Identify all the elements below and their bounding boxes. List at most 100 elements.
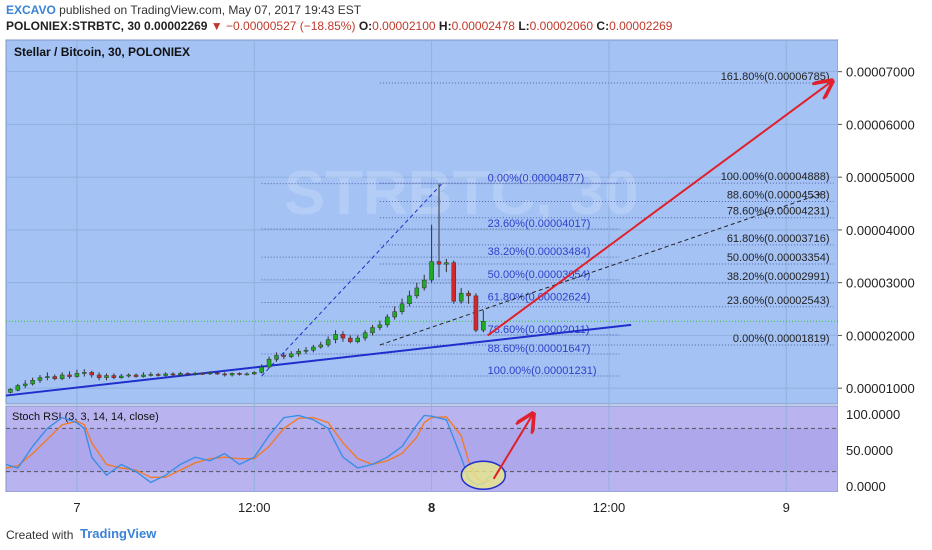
y-tick-label: 0.00005000 xyxy=(846,170,915,185)
candle-body xyxy=(348,337,353,343)
candle-body xyxy=(407,295,412,305)
fib-right-label: 78.60%(0.00004231) xyxy=(727,206,830,218)
x-tick-label: 9 xyxy=(783,500,790,515)
candle-body xyxy=(458,292,464,302)
fib-left-trend xyxy=(261,183,443,377)
candle-body xyxy=(451,262,457,302)
candle-body xyxy=(333,334,338,340)
candle-body xyxy=(481,320,486,331)
price-chart[interactable]: STRBTC, 30 Stellar / Bitcoin, 30, POLONIE… xyxy=(0,36,932,522)
candle-body xyxy=(222,373,227,376)
candle-body xyxy=(296,350,301,355)
fib-right-label: 38.20%(0.00002991) xyxy=(727,271,830,283)
high-label: H: xyxy=(438,19,452,33)
close-label: C: xyxy=(596,19,610,33)
candle-body xyxy=(288,353,294,357)
fib-left-label: 38.20%(0.00003484) xyxy=(488,246,591,258)
author-link[interactable]: EXCAVO xyxy=(6,3,56,17)
fib-left-label: 23.60%(0.00004017) xyxy=(488,218,591,230)
candle-body xyxy=(30,380,35,385)
open-label: O: xyxy=(358,19,373,33)
candle-body xyxy=(237,373,242,375)
chart-header: EXCAVO published on TradingView.com, May… xyxy=(0,0,932,36)
candle-body xyxy=(370,327,375,334)
low-label: L: xyxy=(518,19,530,33)
candle-body xyxy=(89,372,94,376)
rsi-y-tick-label: 0.0000 xyxy=(846,479,886,494)
candle-body xyxy=(200,373,205,375)
fib-right-label: 50.00%(0.00003354) xyxy=(727,252,830,264)
low-value: 0.00002060 xyxy=(529,19,594,33)
rsi-k-line xyxy=(5,414,492,486)
price-change: −0.00000527 (−18.85%) xyxy=(226,19,356,33)
candle-body xyxy=(229,373,235,376)
candle-body xyxy=(377,324,383,328)
candle-body xyxy=(318,344,324,348)
candle-body xyxy=(436,261,442,265)
fib-right-label: 23.60%(0.00002543) xyxy=(727,295,830,307)
candle-body xyxy=(148,374,154,376)
x-axis-area xyxy=(0,492,932,522)
candle-body xyxy=(399,303,405,312)
candle-body xyxy=(244,373,250,376)
chart-title: Stellar / Bitcoin, 30, POLONIEX xyxy=(14,45,190,59)
candle-body xyxy=(392,311,397,318)
rsi-d-line xyxy=(5,416,491,484)
candle-body xyxy=(37,377,43,381)
last-price: 0.00002269 xyxy=(144,19,208,33)
created-with-text: Created with xyxy=(6,528,74,542)
target-arrow xyxy=(487,82,831,337)
y-tick-label: 0.00001000 xyxy=(846,381,915,396)
high-value: 0.00002478 xyxy=(451,19,515,33)
candle-body xyxy=(155,374,161,376)
candle-body xyxy=(96,374,102,378)
fib-left-label: 100.00%(0.00001231) xyxy=(488,365,597,377)
candle-body xyxy=(133,374,139,377)
fib-right-label: 161.80%(0.00006785) xyxy=(721,71,830,83)
candle-body xyxy=(119,375,124,378)
candle-body xyxy=(74,373,80,377)
candle-body xyxy=(281,355,287,357)
candle-body xyxy=(385,316,390,326)
rsi-label: Stoch RSI (3, 3, 14, 14, close) xyxy=(12,411,159,423)
y-tick-label: 0.00006000 xyxy=(846,117,915,132)
candle-body xyxy=(362,332,368,339)
y-tick-label: 0.00007000 xyxy=(846,65,915,80)
rsi-band xyxy=(6,428,838,472)
candle-body xyxy=(252,372,257,375)
candle-body xyxy=(111,375,117,378)
watermark: STRBTC, 30 xyxy=(284,159,639,228)
x-tick-label: 7 xyxy=(73,500,80,515)
candle-body xyxy=(170,373,176,376)
published-text: published on TradingView.com, May 07, 20… xyxy=(59,3,362,17)
fib-right-label: 0.00%(0.00001819) xyxy=(733,333,830,345)
fib-left-label: 88.60%(0.00001647) xyxy=(488,343,591,355)
rsi-y-tick-label: 100.0000 xyxy=(846,407,900,422)
x-tick-label: 12:00 xyxy=(238,500,271,515)
y-axis-area xyxy=(838,40,932,492)
fib-right-trend xyxy=(379,192,824,346)
rsi-y-tick-label: 50.0000 xyxy=(846,443,893,458)
candle-body xyxy=(22,383,28,386)
candle-body xyxy=(126,374,131,377)
candle-body xyxy=(325,339,331,346)
candle-body xyxy=(82,372,87,374)
candle-body xyxy=(473,295,479,331)
candle-body xyxy=(141,374,146,377)
candle-body xyxy=(104,375,109,378)
down-triangle-icon: ▼ xyxy=(210,19,223,33)
publish-line: EXCAVO published on TradingView.com, May… xyxy=(6,3,361,17)
candle-body xyxy=(355,337,360,343)
candle-body xyxy=(274,355,279,360)
fib-right-label: 100.00%(0.00004888) xyxy=(721,171,830,183)
candle-body xyxy=(67,374,72,377)
tradingview-logo[interactable]: TradingView xyxy=(80,526,157,541)
candle-body xyxy=(45,376,50,378)
candle-body xyxy=(311,346,316,351)
x-tick-label: 8 xyxy=(428,500,435,515)
candle-body xyxy=(421,279,427,289)
candle-body xyxy=(15,385,21,391)
candle-body xyxy=(59,374,65,379)
candle-body xyxy=(8,388,13,393)
candle-body xyxy=(303,349,309,352)
